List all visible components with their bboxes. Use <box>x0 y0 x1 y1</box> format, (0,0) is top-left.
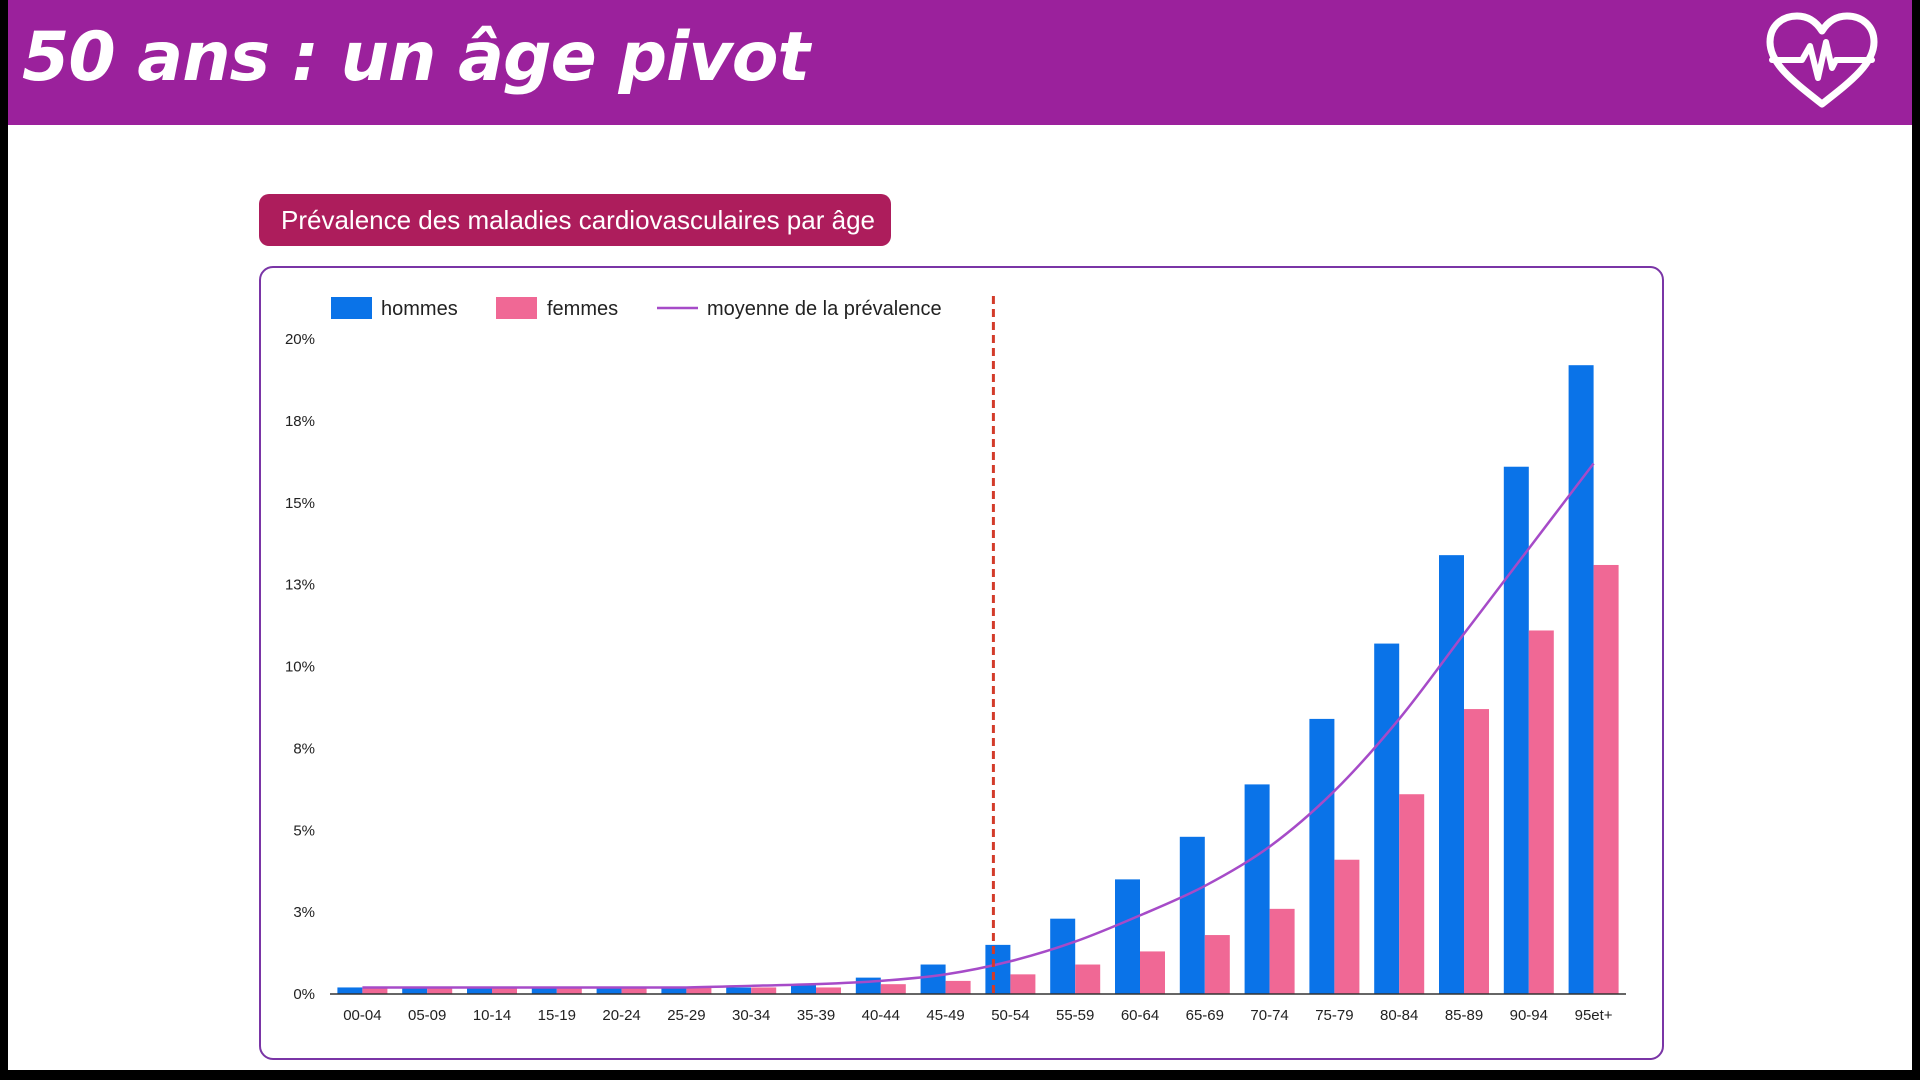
chart-card <box>259 266 1664 1060</box>
bar-femmes-35-39 <box>816 987 841 994</box>
x-tick-label: 85-89 <box>1445 1007 1483 1024</box>
bar-hommes-75-79 <box>1309 718 1335 994</box>
x-tick-label: 50-54 <box>991 1007 1029 1024</box>
x-tick-label: 80-84 <box>1380 1007 1418 1024</box>
x-tick-label: 10-14 <box>473 1007 511 1024</box>
bar-femmes-25-29 <box>686 987 712 994</box>
bar-hommes-05-09 <box>402 987 428 994</box>
legend-swatch-hommes <box>331 297 372 319</box>
x-tick-label: 15-19 <box>538 1007 576 1024</box>
header-bar: 50 ans : un âge pivot <box>8 0 1912 125</box>
bar-femmes-15-19 <box>556 987 582 994</box>
x-tick-label: 30-34 <box>732 1007 770 1024</box>
bar-femmes-75-79 <box>1334 859 1360 994</box>
bar-femmes-05-09 <box>427 987 453 994</box>
y-tick-label: 8% <box>293 740 315 757</box>
y-tick-label: 10% <box>285 659 315 676</box>
bar-femmes-60-64 <box>1140 951 1165 994</box>
bar-hommes-50-54 <box>985 944 1011 994</box>
bar-hommes-10-14 <box>467 987 492 994</box>
y-tick-label: 13% <box>285 577 315 594</box>
y-tick-label: 0% <box>293 986 315 1003</box>
bar-hommes-15-19 <box>531 987 557 994</box>
chart-title: Prévalence des maladies cardiovasculaire… <box>259 194 891 246</box>
bar-femmes-95et+ <box>1593 564 1619 994</box>
x-tick-label: 90-94 <box>1510 1007 1548 1024</box>
legend-label-average: moyenne de la prévalence <box>707 298 942 320</box>
y-tick-label: 15% <box>285 495 315 512</box>
bar-femmes-70-74 <box>1269 908 1295 994</box>
x-tick-label: 75-79 <box>1315 1007 1353 1024</box>
legend-label-femmes: femmes <box>547 298 618 320</box>
bar-hommes-85-89 <box>1439 555 1464 994</box>
bar-femmes-00-04 <box>362 987 388 994</box>
bar-femmes-30-34 <box>751 987 777 994</box>
bar-femmes-90-94 <box>1528 630 1554 994</box>
x-tick-label: 25-29 <box>667 1007 705 1024</box>
x-tick-label: 60-64 <box>1121 1007 1159 1024</box>
bar-hommes-95et+ <box>1568 365 1594 994</box>
y-tick-label: 5% <box>293 822 315 839</box>
bar-femmes-65-69 <box>1204 935 1230 994</box>
y-tick-label: 20% <box>285 331 315 348</box>
legend-swatch-femmes <box>496 297 537 319</box>
bar-hommes-25-29 <box>661 987 687 994</box>
legend-label-hommes: hommes <box>381 298 458 320</box>
bar-femmes-40-44 <box>880 984 906 994</box>
x-tick-label: 45-49 <box>926 1007 964 1024</box>
bar-hommes-70-74 <box>1244 784 1270 994</box>
average-prevalence-line <box>362 462 1595 989</box>
x-tick-label: 55-59 <box>1056 1007 1094 1024</box>
bar-femmes-50-54 <box>1010 974 1036 994</box>
x-tick-label: 65-69 <box>1186 1007 1224 1024</box>
bar-hommes-00-04 <box>337 987 363 994</box>
bar-hommes-55-59 <box>1050 918 1076 994</box>
bar-femmes-45-49 <box>945 980 971 994</box>
bar-hommes-80-84 <box>1374 643 1400 994</box>
x-tick-label: 05-09 <box>408 1007 446 1024</box>
x-tick-label: 00-04 <box>343 1007 381 1024</box>
x-tick-label: 35-39 <box>797 1007 835 1024</box>
heart-pulse-icon <box>1766 12 1878 108</box>
bar-femmes-10-14 <box>492 987 517 994</box>
x-tick-label: 20-24 <box>602 1007 640 1024</box>
bar-hommes-30-34 <box>726 987 752 994</box>
bar-femmes-85-89 <box>1464 709 1489 994</box>
x-tick-label: 40-44 <box>862 1007 900 1024</box>
y-tick-label: 3% <box>293 904 315 921</box>
bar-hommes-35-39 <box>791 984 816 994</box>
bar-femmes-55-59 <box>1075 964 1101 994</box>
x-tick-label: 70-74 <box>1250 1007 1288 1024</box>
bar-hommes-20-24 <box>596 987 622 994</box>
slide: 50 ans : un âge pivot Prévalence des mal… <box>8 0 1912 1070</box>
bar-femmes-80-84 <box>1399 794 1425 994</box>
bar-hommes-60-64 <box>1115 879 1140 994</box>
bar-hommes-90-94 <box>1503 466 1529 995</box>
page-title: 50 ans : un âge pivot <box>22 18 810 97</box>
bar-femmes-20-24 <box>621 987 647 994</box>
bar-hommes-45-49 <box>920 964 946 994</box>
y-tick-label: 18% <box>285 413 315 430</box>
bar-hommes-65-69 <box>1179 836 1205 994</box>
x-tick-label: 95et+ <box>1575 1007 1613 1024</box>
